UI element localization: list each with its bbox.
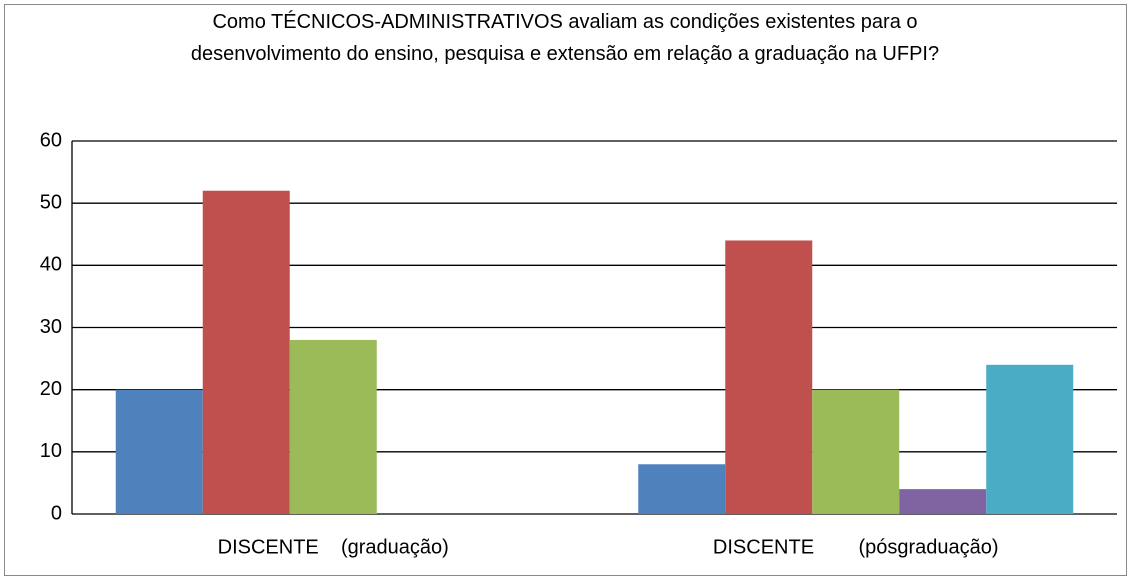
y-tick-label: 50 [40, 191, 62, 213]
y-tick-label: 30 [40, 316, 62, 338]
bar [115, 389, 203, 514]
y-tick-label: 20 [40, 378, 62, 400]
bar [899, 489, 987, 514]
bar [725, 240, 813, 514]
bar [986, 364, 1074, 514]
bar [289, 339, 377, 514]
bar [812, 389, 900, 514]
y-tick-label: 0 [51, 502, 62, 524]
x-tick-label: DISCENTE (graduação) [218, 536, 449, 558]
y-tick-label: 10 [40, 440, 62, 462]
y-tick-label: 40 [40, 254, 62, 276]
x-tick-label: DISCENTE (pósgraduação) [713, 536, 999, 558]
bar [638, 464, 726, 514]
chart-title: Como TÉCNICOS-ADMINISTRATIVOS avaliam as… [190, 11, 940, 65]
y-tick-label: 60 [40, 129, 62, 151]
bar [202, 190, 290, 514]
